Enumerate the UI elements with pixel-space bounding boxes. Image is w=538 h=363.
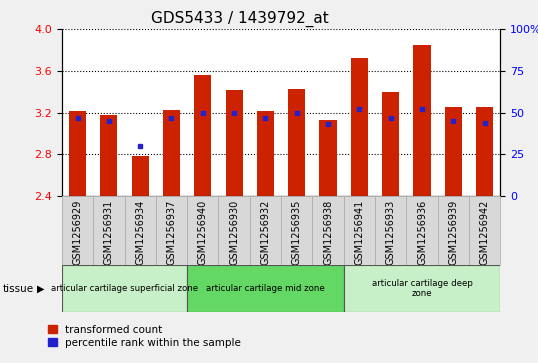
Bar xyxy=(124,196,156,265)
Text: GSM1256939: GSM1256939 xyxy=(448,200,458,265)
Text: articular cartilage superficial zone: articular cartilage superficial zone xyxy=(51,284,198,293)
Text: GDS5433 / 1439792_at: GDS5433 / 1439792_at xyxy=(151,11,328,27)
Bar xyxy=(476,107,493,196)
Bar xyxy=(281,196,313,265)
Bar xyxy=(375,196,406,265)
Legend: transformed count, percentile rank within the sample: transformed count, percentile rank withi… xyxy=(48,325,241,348)
Bar xyxy=(187,196,218,265)
Bar xyxy=(225,90,243,196)
Text: articular cartilage deep
zone: articular cartilage deep zone xyxy=(372,279,472,298)
Bar xyxy=(62,196,93,265)
Bar xyxy=(438,196,469,265)
Text: GSM1256934: GSM1256934 xyxy=(135,200,145,265)
Bar xyxy=(163,110,180,196)
Text: GSM1256938: GSM1256938 xyxy=(323,200,333,265)
Text: GSM1256941: GSM1256941 xyxy=(355,200,364,265)
Text: articular cartilage mid zone: articular cartilage mid zone xyxy=(206,284,325,293)
Bar xyxy=(413,45,430,196)
Bar xyxy=(250,196,281,265)
Bar xyxy=(313,196,344,265)
Text: GSM1256937: GSM1256937 xyxy=(166,200,176,265)
Bar xyxy=(218,196,250,265)
Bar xyxy=(69,111,86,196)
Text: ▶: ▶ xyxy=(37,284,44,294)
Bar xyxy=(344,265,500,312)
Bar xyxy=(187,265,344,312)
Bar xyxy=(406,196,438,265)
Bar xyxy=(288,89,306,196)
Text: GSM1256931: GSM1256931 xyxy=(104,200,114,265)
Text: GSM1256940: GSM1256940 xyxy=(198,200,208,265)
Bar xyxy=(257,111,274,196)
Bar xyxy=(156,196,187,265)
Bar xyxy=(445,107,462,196)
Bar xyxy=(344,196,375,265)
Bar xyxy=(382,91,399,196)
Text: GSM1256936: GSM1256936 xyxy=(417,200,427,265)
Text: tissue: tissue xyxy=(3,284,34,294)
Text: GSM1256933: GSM1256933 xyxy=(386,200,396,265)
Text: GSM1256929: GSM1256929 xyxy=(73,200,82,265)
Bar xyxy=(93,196,124,265)
Text: GSM1256935: GSM1256935 xyxy=(292,200,302,265)
Bar xyxy=(62,265,187,312)
Text: GSM1256930: GSM1256930 xyxy=(229,200,239,265)
Bar xyxy=(100,115,117,196)
Bar xyxy=(132,156,149,196)
Bar xyxy=(194,75,211,196)
Bar xyxy=(351,58,368,196)
Bar xyxy=(469,196,500,265)
Text: GSM1256932: GSM1256932 xyxy=(260,200,271,265)
Text: GSM1256942: GSM1256942 xyxy=(480,200,490,265)
Bar xyxy=(320,120,337,196)
